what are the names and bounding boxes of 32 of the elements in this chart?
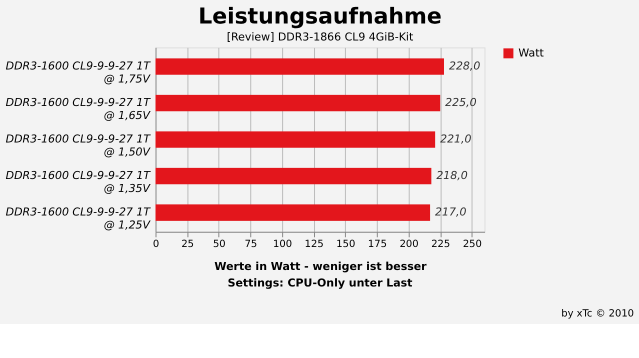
bar [156, 168, 432, 184]
x-tick-label: 25 [181, 239, 194, 250]
y-tick-label: DDR3-1600 CL9-9-9-27 1T @ 1,65V [6, 96, 152, 122]
data-label: 217,0 [435, 206, 466, 219]
legend-label: Watt [518, 46, 545, 60]
chart-title: Leistungsaufnahme [198, 4, 442, 30]
x-tick-label: 125 [304, 239, 324, 250]
bar [156, 94, 440, 112]
x-tick-label: 200 [400, 239, 419, 250]
data-label: 221,0 [440, 132, 472, 146]
x-tick-label: 50 [212, 239, 226, 250]
y-tick-label: DDR3-1600 CL9-9-9-27 1T @ 1,35V [6, 169, 152, 196]
data-label: 218,0 [436, 169, 468, 182]
x-tick-label: 75 [244, 239, 258, 250]
bar [156, 131, 436, 148]
x-tick-label: 225 [431, 239, 450, 250]
text: Settings: CPU-Only unter Last [228, 276, 412, 290]
x-tick-label: 100 [273, 239, 292, 250]
x-axis-title: Werte in Watt - weniger ist besser [214, 260, 428, 274]
x-tick-label: 150 [336, 239, 356, 250]
x-tick-label: 0 [152, 239, 160, 250]
text: by xTc © 2010 [561, 308, 634, 320]
x-tick-label: 175 [368, 239, 387, 250]
y-tick-label: DDR3-1600 CL9-9-9-27 1T @ 1,50V [6, 132, 152, 159]
data-label: 228,0 [448, 60, 480, 73]
x-tick-label: 250 [462, 239, 482, 250]
y-tick-label: DDR3-1600 CL9-9-9-27 1T @ 1,75V [6, 60, 152, 86]
bar [156, 204, 430, 221]
bar [156, 58, 444, 75]
chart-subtitle: [Review] DDR3-1866 CL9 4GiB-Kit [226, 30, 414, 44]
data-label: 225,0 [445, 96, 477, 110]
y-tick-label: DDR3-1600 CL9-9-9-27 1T @ 1,25V [6, 206, 152, 232]
